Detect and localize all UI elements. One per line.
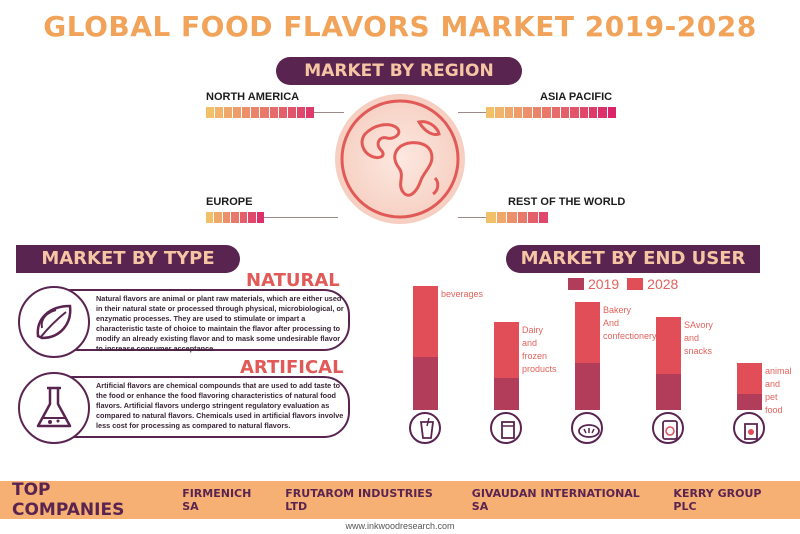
bar-2019	[656, 374, 681, 410]
artificial-description: Artificial flavors are chemical compound…	[96, 381, 344, 430]
savory-icon	[652, 412, 684, 444]
company-firmenich: FIRMENICH SA	[182, 487, 252, 513]
leader-line	[458, 112, 486, 113]
company-kerry: KERRY GROUP PLC	[673, 487, 762, 513]
bar-category-label: beverages	[441, 289, 484, 299]
region-rest-of-world: REST OF THE WORLD	[508, 196, 626, 208]
bar-category-label: Bakery And confectionery	[603, 305, 657, 342]
legend-label-2028: 2028	[647, 276, 679, 292]
region-rest-of-world-bar	[486, 212, 548, 223]
legend-label-2019: 2019	[588, 276, 620, 292]
region-europe-bar	[206, 212, 264, 223]
legend-swatch-2019	[568, 278, 584, 290]
bar-2019	[413, 356, 438, 410]
leader-line	[264, 217, 338, 218]
type-heading: MARKET BY TYPE	[16, 245, 240, 273]
region-asia-pacific: ASIA PACIFIC	[540, 91, 613, 103]
region-heading: MARKET BY REGION	[276, 57, 522, 85]
enduser-heading: MARKET BY END USER	[506, 245, 760, 273]
natural-title: NATURAL	[246, 270, 340, 291]
region-north-america: NORTH AMERICA	[206, 91, 300, 103]
page-title: GLOBAL FOOD FLAVORS MARKET 2019-2028	[43, 10, 757, 43]
region-north-america-bar	[206, 107, 314, 118]
region-europe: EUROPE	[206, 196, 253, 208]
artificial-title: ARTIFICAL	[240, 357, 344, 378]
bar-category-label: Dairy and frozen products	[522, 324, 557, 374]
bakery-icon	[571, 412, 603, 444]
company-frutarom: FRUTAROM INDUSTRIES LTD	[285, 487, 433, 513]
leaf-icon	[18, 286, 90, 358]
globe-icon	[335, 94, 465, 224]
companies-bar: TOP COMPANIES FIRMENICH SA FRUTAROM INDU…	[0, 480, 800, 520]
bar-2019	[575, 362, 600, 410]
leader-line	[314, 112, 344, 113]
companies-label: TOP COMPANIES	[12, 480, 125, 520]
leader-line	[458, 217, 486, 218]
natural-description: Natural flavors are animal or plant raw …	[96, 294, 344, 353]
bar-category-label: SAvory and snacks	[684, 320, 713, 356]
beverage-icon	[409, 412, 441, 444]
website-url: www.inkwoodresearch.com	[345, 521, 455, 531]
artificial-description-box	[46, 376, 350, 438]
pet-food-icon	[733, 412, 765, 444]
bar-category-label: animal and pet food	[765, 365, 792, 415]
bar-2019	[494, 377, 519, 410]
bar-2019	[737, 393, 762, 410]
company-givaudan: GIVAUDAN INTERNATIONAL SA	[471, 487, 640, 513]
flask-icon	[18, 372, 90, 444]
dairy-icon	[490, 412, 522, 444]
chart-legend: 2019 2028	[568, 276, 678, 292]
legend-swatch-2028	[627, 278, 644, 290]
region-asia-pacific-bar	[486, 107, 617, 118]
